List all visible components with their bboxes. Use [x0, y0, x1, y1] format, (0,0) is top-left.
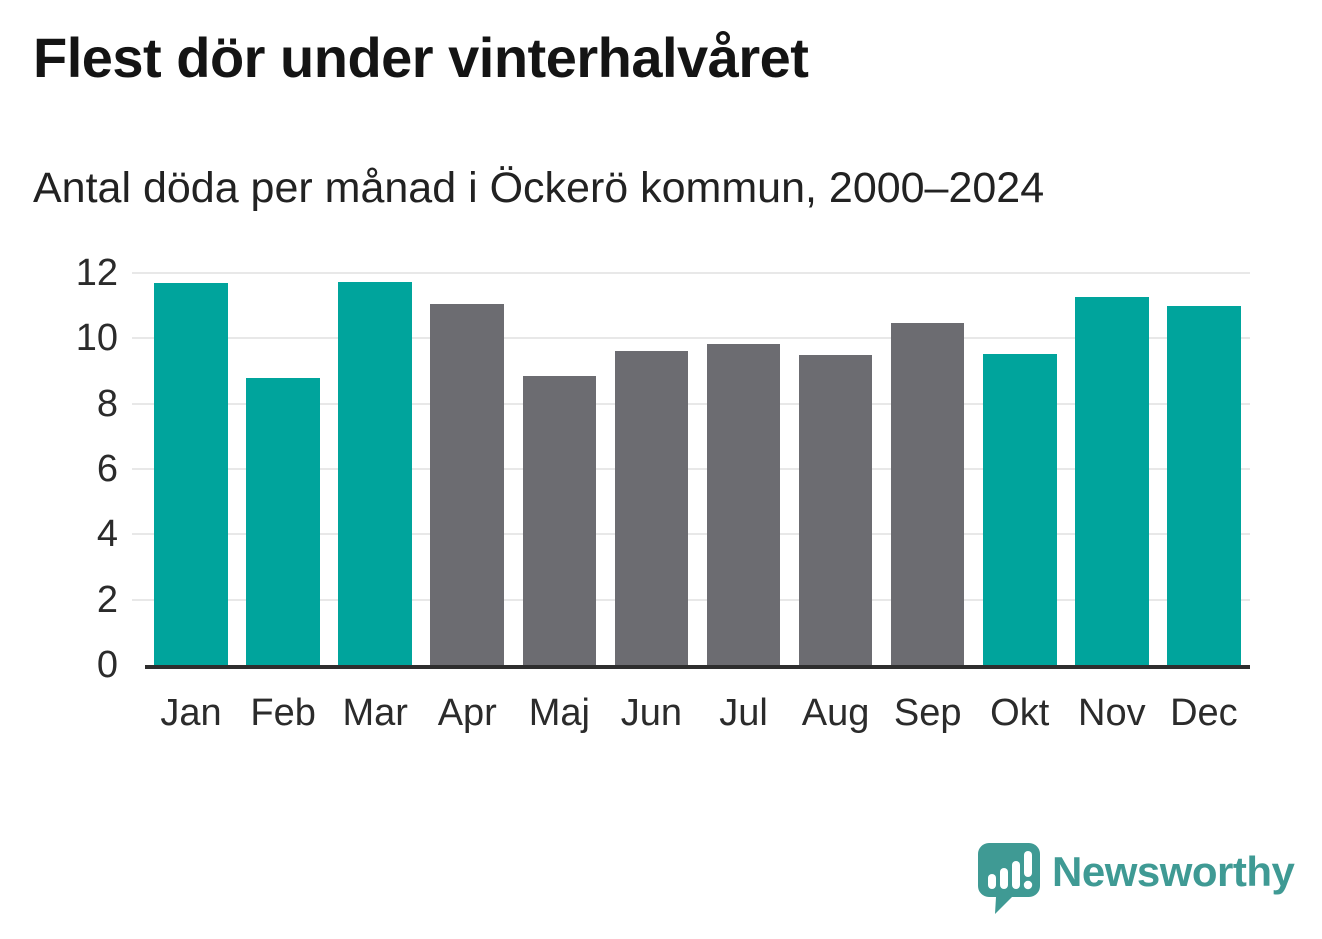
y-tick-label-10: 10	[75, 317, 118, 360]
bar-jul	[706, 343, 781, 665]
bar-slot-mar	[329, 273, 421, 665]
gridline-6	[132, 468, 1250, 470]
bar-series	[145, 273, 1250, 665]
chart-title: Flest dör under vinterhalvåret	[33, 26, 809, 89]
bar-maj	[522, 376, 597, 665]
newsworthy-wordmark: Newsworthy	[1052, 848, 1295, 895]
y-tick-label-0: 0	[96, 644, 118, 686]
chart-subtitle: Antal döda per månad i Öckerö kommun, 20…	[33, 164, 1045, 212]
bar-jan	[154, 283, 228, 665]
gridline-4	[132, 533, 1250, 536]
x-label-nov: Nov	[1078, 692, 1146, 734]
x-label-sep: Sep	[893, 692, 962, 734]
x-label-dec: Dec	[1170, 692, 1238, 734]
gridline-12	[132, 272, 1250, 274]
x-axis-labels: Jan Feb Mar Apr Maj Jun Jul Aug Sep Okt Nov Dec	[145, 689, 1250, 737]
gridline-8	[132, 402, 1250, 405]
plot-area	[132, 272, 1250, 669]
newsworthy-logo-icon	[978, 843, 1040, 914]
bar-slot-maj	[513, 273, 605, 665]
bar-feb	[246, 377, 320, 665]
bar-slot-feb	[237, 273, 329, 665]
newsworthy-logo: Newsworthy	[978, 843, 1295, 915]
gridline-2	[132, 598, 1250, 601]
bar-dec	[1167, 305, 1241, 665]
bar-slot-jan	[145, 273, 237, 665]
bar-slot-sep	[882, 273, 974, 665]
x-label-apr: Apr	[437, 692, 497, 734]
bar-slot-dec	[1158, 273, 1250, 665]
x-label-maj: Maj	[528, 692, 590, 734]
x-label-okt: Okt	[990, 692, 1050, 734]
bar-mar	[338, 282, 413, 665]
y-tick-label-12: 12	[75, 252, 118, 294]
bar-apr	[430, 304, 505, 665]
bar-aug	[798, 355, 873, 665]
gridline-10	[132, 337, 1250, 340]
y-tick-label-2: 2	[96, 578, 118, 621]
x-label-jul: Jul	[719, 692, 768, 734]
x-label-aug: Aug	[801, 692, 870, 734]
x-label-mar: Mar	[342, 692, 408, 734]
bar-slot-aug	[790, 273, 882, 665]
bar-slot-jul	[697, 273, 789, 665]
bar-okt	[982, 354, 1057, 665]
bar-slot-apr	[421, 273, 513, 665]
x-label-jan: Jan	[160, 692, 222, 734]
y-tick-label-4: 4	[96, 513, 118, 556]
bar-slot-nov	[1066, 273, 1158, 665]
bar-nov	[1074, 296, 1149, 665]
bar-sep	[890, 322, 965, 665]
x-label-jun: Jun	[620, 692, 683, 734]
bar-slot-okt	[974, 273, 1066, 665]
bar-jun	[614, 351, 689, 665]
x-label-feb: Feb	[250, 692, 316, 734]
bar-slot-jun	[605, 273, 697, 665]
y-tick-label-6: 6	[96, 448, 118, 490]
y-tick-label-8: 8	[96, 382, 118, 425]
